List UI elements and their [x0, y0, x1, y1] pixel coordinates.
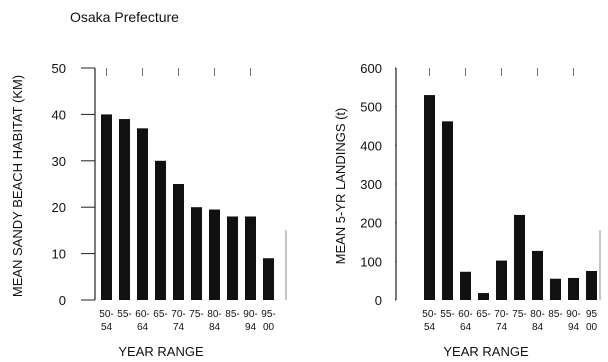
bar: [209, 209, 220, 300]
y-axis-label: MEAN SANDY BEACH HABITAT (KM): [10, 75, 25, 297]
x-tick-label: 55-: [117, 309, 131, 320]
figure-title: Osaka Prefecture: [70, 9, 179, 25]
y-tick-label: 400: [360, 138, 382, 153]
y-tick-label: 200: [360, 216, 382, 231]
x-tick-label: 54: [101, 322, 113, 333]
x-tick-label: 60-: [458, 309, 472, 320]
x-tick-label: 00: [263, 322, 275, 333]
x-tick-label: 50-: [422, 309, 436, 320]
bar: [478, 293, 489, 300]
x-tick-label: 74: [496, 322, 508, 333]
x-tick-label: 75-: [512, 309, 526, 320]
x-tick-label: 50-: [99, 309, 113, 320]
chart-1: 0 10 20 30 40 50 50- 54 55- 60- 64 65- 70- 74 75- 80- 84…: [10, 61, 287, 359]
bar: [263, 258, 274, 300]
chart-2: 0 100 200 300 400 500 600 50- 54 55- 60- 64 65- 70- 74…: [333, 61, 601, 359]
bar: [514, 214, 525, 300]
x-tick-label: 65-: [153, 309, 167, 320]
y-tick-label: 100: [360, 254, 382, 269]
x-tick-label: 80-: [207, 309, 221, 320]
bar: [442, 121, 453, 300]
x-tick-label: 80-: [530, 309, 544, 320]
y-tick-label: 20: [52, 200, 66, 215]
bar: [568, 277, 579, 300]
bar: [191, 207, 202, 300]
bar: [119, 119, 130, 300]
y-tick-label: 600: [360, 61, 382, 76]
x-tick-label: 64: [137, 322, 149, 333]
bar: [496, 260, 507, 300]
x-tick-label: 64: [460, 322, 472, 333]
bar: [227, 216, 238, 300]
x-tick-label: 74: [173, 322, 185, 333]
bar: [101, 114, 112, 301]
x-tick-label: 90-: [243, 309, 257, 320]
x-tick-label: 60-: [135, 309, 149, 320]
x-tick-label: 95: [586, 309, 598, 320]
bar: [245, 216, 256, 300]
bar: [460, 271, 471, 300]
x-tick-label: 85-: [548, 309, 562, 320]
y-tick-label: 0: [375, 293, 382, 308]
y-tick-label: 500: [360, 100, 382, 115]
y-tick-label: 300: [360, 177, 382, 192]
bar: [137, 128, 148, 300]
x-tick-label: 65-: [476, 309, 490, 320]
x-tick-label: 75-: [189, 309, 203, 320]
x-tick-label: 70-: [494, 309, 508, 320]
y-tick-label: 10: [52, 247, 66, 262]
x-tick-label: 00: [586, 322, 598, 333]
y-tick-label: 50: [52, 61, 66, 76]
y-tick-label: 30: [52, 154, 66, 169]
x-tick-label: 95-: [261, 309, 275, 320]
y-tick-label: 0: [59, 293, 66, 308]
x-tick-label: 55-: [440, 309, 454, 320]
bar: [155, 160, 166, 300]
x-axis-label: YEAR RANGE: [443, 344, 529, 359]
x-axis-label: YEAR RANGE: [118, 344, 204, 359]
bar: [424, 95, 435, 300]
x-tick-label: 70-: [171, 309, 185, 320]
x-tick-label: 94: [245, 322, 257, 333]
y-tick-label: 40: [52, 107, 66, 122]
x-tick-label: 90-: [566, 309, 580, 320]
x-tick-label: 84: [209, 322, 221, 333]
bar: [550, 278, 561, 300]
y-axis-label: MEAN 5-YR LANDINGS (t): [333, 108, 348, 265]
x-tick-label: 85-: [225, 309, 239, 320]
bar: [173, 184, 184, 300]
x-tick-label: 94: [568, 322, 580, 333]
x-tick-label: 54: [424, 322, 436, 333]
bar: [532, 250, 543, 300]
x-tick-label: 84: [532, 322, 544, 333]
bar: [586, 271, 597, 300]
